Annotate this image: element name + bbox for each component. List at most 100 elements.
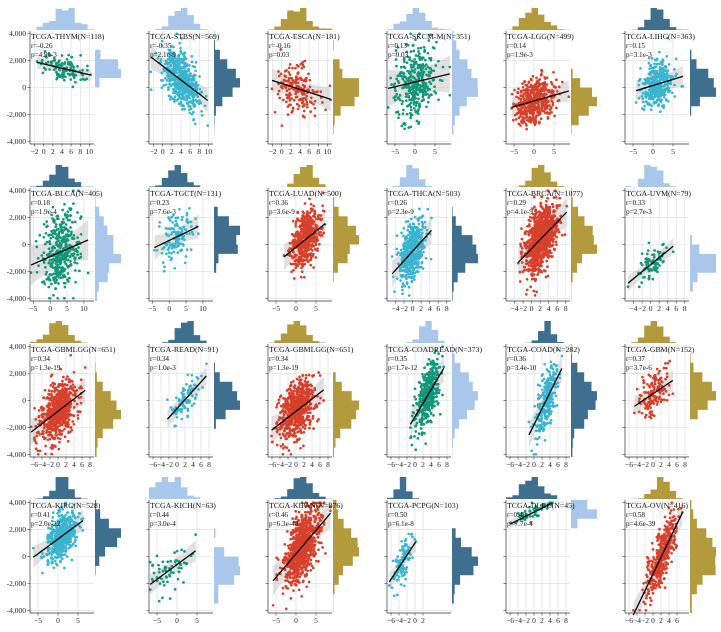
data-point [438, 78, 442, 82]
data-point [522, 265, 526, 269]
data-point [160, 251, 164, 255]
data-point [432, 69, 436, 73]
data-point [402, 108, 405, 112]
x-tick-label: 5 [433, 147, 437, 156]
data-point [663, 89, 667, 93]
p-value: p=1.9e-3 [507, 51, 533, 59]
data-point [559, 221, 563, 225]
data-point [426, 51, 430, 55]
data-point [76, 211, 79, 214]
data-point [54, 223, 58, 226]
data-point [412, 102, 416, 106]
data-point [162, 84, 166, 87]
y-tick-label: -4,000 [7, 137, 27, 146]
data-point [288, 73, 292, 76]
data-point [292, 240, 296, 244]
data-point [173, 55, 177, 58]
data-point [516, 90, 519, 94]
data-point [521, 270, 525, 274]
data-point [60, 54, 64, 57]
data-point [302, 109, 306, 113]
data-point [533, 205, 536, 209]
data-point [47, 247, 51, 251]
data-point [197, 232, 200, 235]
data-point [390, 83, 393, 86]
x-tick-label: −4 [511, 304, 519, 313]
data-point [43, 242, 47, 246]
data-point [408, 244, 412, 247]
data-point [312, 102, 315, 106]
data-point [661, 63, 664, 67]
data-point [395, 92, 399, 96]
data-point [417, 122, 420, 125]
correlation-r: r=-0.35 [150, 42, 172, 50]
data-point [48, 68, 51, 71]
data-point [428, 57, 431, 60]
data-point [294, 266, 298, 270]
data-point [312, 204, 316, 208]
data-point [64, 223, 68, 226]
data-point [654, 65, 658, 69]
data-point [525, 127, 529, 131]
regression-line [150, 56, 209, 101]
data-point [301, 210, 305, 214]
data-point [538, 112, 542, 116]
data-point [530, 277, 534, 281]
data-point [188, 111, 192, 115]
data-point [409, 116, 412, 120]
y-tick-label: 4,000 [9, 29, 26, 38]
data-point [549, 244, 553, 248]
data-point [513, 88, 516, 92]
x-tick-label: 0 [280, 147, 284, 156]
data-point [45, 56, 48, 59]
data-point [527, 93, 531, 97]
data-point [546, 221, 550, 225]
data-point [59, 63, 62, 67]
data-point [185, 98, 188, 101]
data-point [172, 77, 176, 81]
data-point [423, 50, 426, 53]
data-point [185, 248, 189, 251]
data-point [180, 51, 183, 55]
data-point [401, 282, 405, 285]
data-point [407, 89, 411, 93]
data-point [555, 235, 559, 239]
data-point [194, 74, 197, 77]
data-point [294, 66, 297, 70]
data-point [40, 58, 44, 62]
data-point [519, 89, 523, 93]
data-point [402, 56, 406, 60]
data-point [429, 82, 433, 86]
data-point [411, 76, 415, 79]
data-point [539, 262, 542, 265]
data-point [655, 100, 658, 104]
data-point [637, 96, 641, 100]
data-point [54, 262, 58, 266]
data-point [424, 67, 428, 71]
data-point [180, 88, 184, 92]
data-point [324, 108, 327, 112]
data-point [72, 76, 76, 80]
panel-title: TCGA-BLCA(N=405) [31, 189, 103, 198]
data-point [188, 82, 192, 86]
data-point [520, 252, 523, 256]
data-point [273, 110, 277, 114]
data-point [419, 46, 423, 50]
data-point [170, 251, 173, 255]
data-point [529, 285, 532, 289]
data-point [314, 256, 318, 259]
data-point [51, 231, 55, 235]
data-point [524, 83, 528, 87]
data-point [654, 89, 657, 93]
data-point [172, 57, 176, 60]
data-point [188, 206, 191, 210]
data-point [66, 210, 70, 214]
data-point [310, 101, 313, 105]
x-histogram [506, 165, 570, 187]
data-point [294, 81, 297, 85]
data-point [408, 58, 411, 61]
data-point [307, 231, 311, 235]
